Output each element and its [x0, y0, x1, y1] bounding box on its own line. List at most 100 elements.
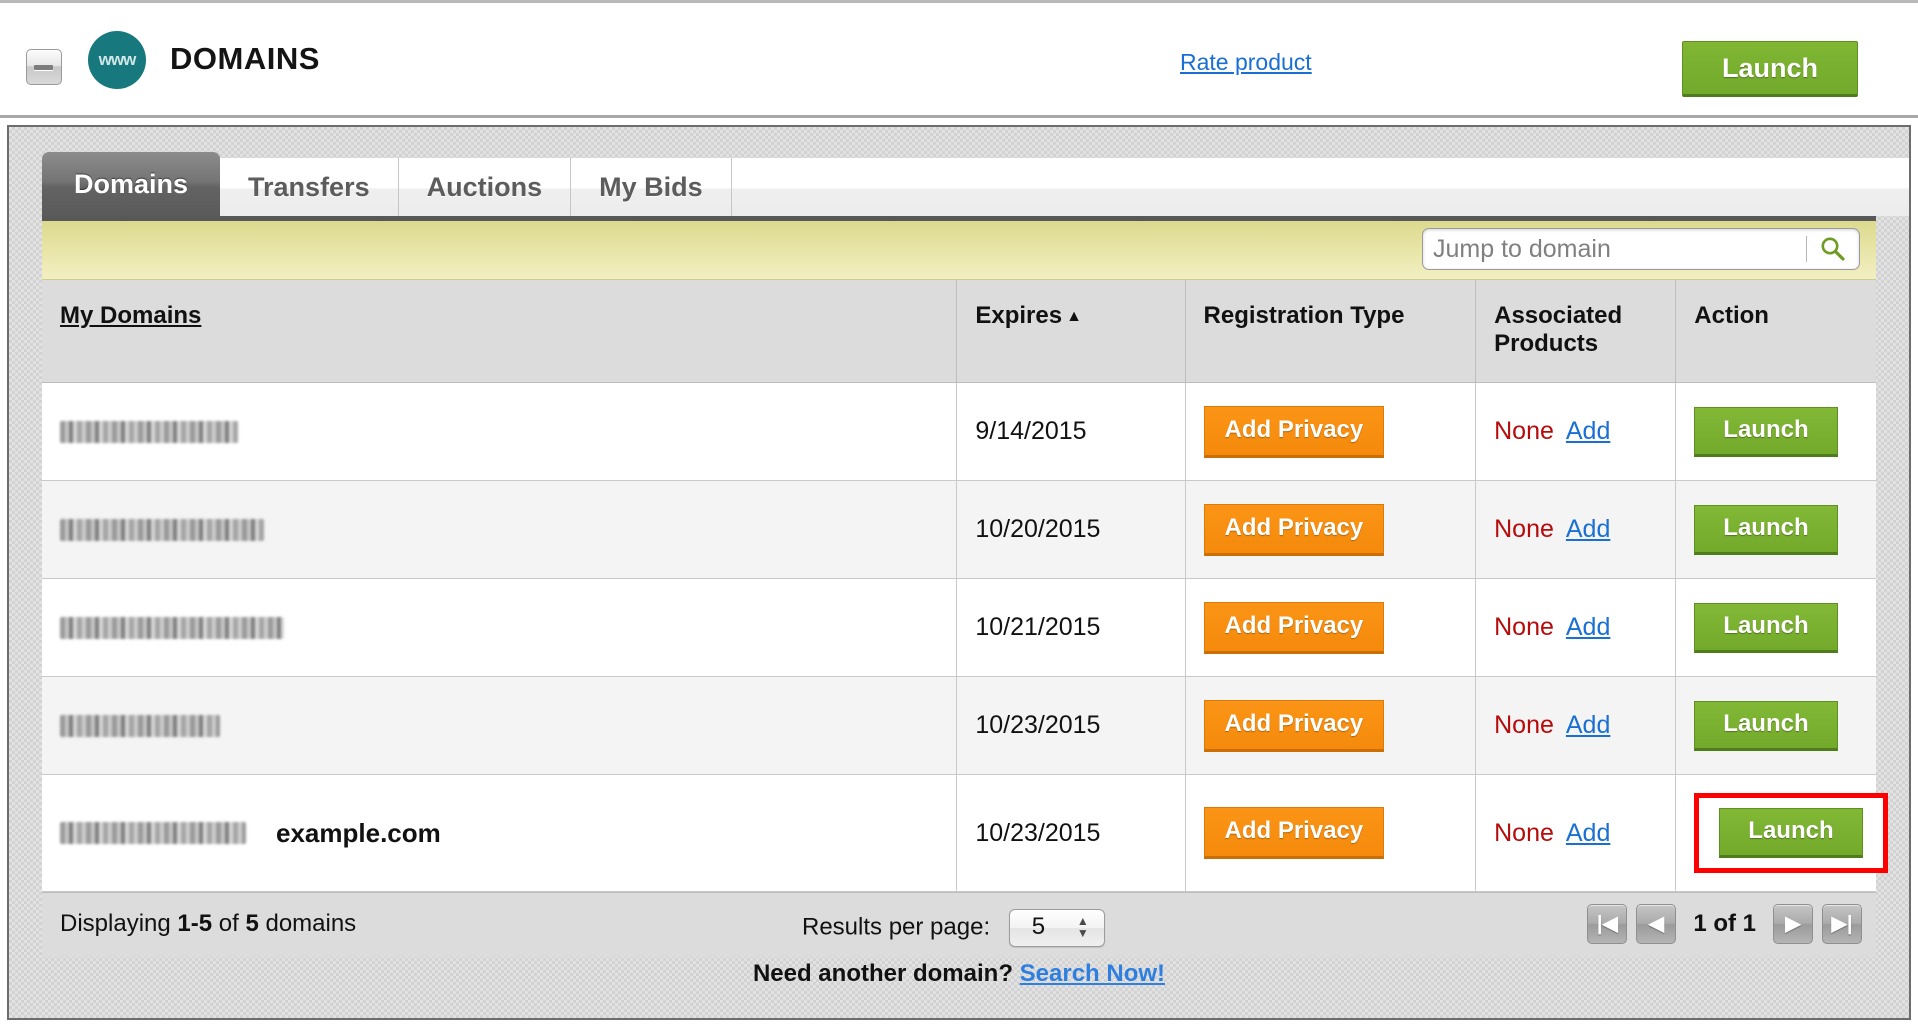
cell-registration-type: Add Privacy [1185, 480, 1477, 579]
sort-by-domain-link[interactable]: My Domains [60, 302, 202, 329]
cell-expires: 10/20/2015 [956, 480, 1186, 579]
tab-domains[interactable]: Domains [42, 152, 221, 216]
column-header-action: Action [1675, 280, 1876, 383]
displaying-range: 1-5 [177, 910, 213, 937]
www-logo-icon: www [88, 31, 146, 89]
displaying-count: Displaying 1-5 of 5 domains [60, 910, 356, 938]
column-header-domain[interactable]: My Domains [42, 280, 958, 383]
table-row: 9/14/2015 Add Privacy None Add Launch [42, 382, 1876, 481]
page-title: DOMAINS [170, 41, 320, 76]
displaying-total: 5 [245, 910, 259, 937]
launch-button[interactable]: Launch [1694, 406, 1838, 457]
domains-table: My Domains Expires ▲ Registration Type As… [42, 280, 1888, 892]
results-per-page-value: 5 [1031, 913, 1046, 940]
search-now-link[interactable]: Search Now! [1019, 960, 1166, 987]
cell-domain [42, 382, 958, 481]
table-row: 10/20/2015 Add Privacy None Add Launch [42, 480, 1876, 579]
column-header-expires-label: Expires [975, 302, 1063, 329]
search-bar [42, 221, 1876, 280]
cell-domain [42, 480, 958, 579]
first-page-button[interactable]: |◀ [1587, 904, 1628, 944]
redacted-domain-name [60, 617, 284, 640]
table-row: 10/21/2015 Add Privacy None Add Launch [42, 578, 1876, 677]
redacted-domain-name [60, 519, 264, 542]
tab-my-bids[interactable]: My Bids [571, 158, 732, 216]
jump-to-domain-field[interactable] [1422, 228, 1860, 270]
launch-button[interactable]: Launch [1694, 602, 1838, 653]
launch-button[interactable]: Launch [1719, 808, 1863, 858]
highlight-annotation: Launch [1694, 793, 1888, 873]
table-row: 10/23/2015 Add Privacy None Add Launch [42, 676, 1876, 775]
table-footer: Displaying 1-5 of 5 domains Results per … [42, 892, 1876, 957]
column-header-registration-type[interactable]: Registration Type [1185, 280, 1477, 383]
add-privacy-button[interactable]: Add Privacy [1203, 405, 1385, 458]
cell-expires: 10/23/2015 [956, 676, 1186, 775]
header-launch-button[interactable]: Launch [1682, 41, 1858, 97]
cell-action: Launch [1675, 578, 1876, 677]
cell-expires: 10/21/2015 [956, 578, 1186, 677]
add-associated-product-link[interactable]: Add [1565, 818, 1611, 847]
tab-strip-filler [731, 158, 1909, 216]
cell-registration-type: Add Privacy [1185, 774, 1477, 892]
launch-button[interactable]: Launch [1694, 700, 1838, 751]
tab-auctions[interactable]: Auctions [398, 158, 572, 216]
cell-associated-products: None Add [1475, 578, 1677, 677]
collapse-toggle-button[interactable] [26, 49, 62, 85]
cell-action: Launch [1675, 382, 1876, 481]
rate-product-link[interactable]: Rate product [1180, 49, 1312, 75]
add-associated-product-link[interactable]: Add [1565, 417, 1611, 445]
redacted-domain-name [60, 715, 220, 738]
cell-action: Launch [1675, 774, 1888, 892]
cell-associated-products: None Add [1475, 382, 1677, 481]
cell-expires: 10/23/2015 [956, 774, 1186, 892]
results-per-page-select[interactable]: 5 ▲ ▼ [1008, 909, 1105, 947]
displaying-suffix: domains [265, 910, 357, 937]
last-page-button[interactable]: ▶| [1822, 904, 1862, 944]
displaying-prefix: Displaying [60, 910, 171, 937]
cell-associated-products: None Add [1475, 676, 1677, 775]
column-header-associated-products[interactable]: Associated Products [1475, 280, 1677, 383]
search-input[interactable] [1423, 230, 1806, 268]
tab-bar: Domains Transfers Auctions My Bids [42, 152, 1909, 216]
cell-associated-products: None Add [1475, 774, 1677, 892]
table-body: 9/14/2015 Add Privacy None Add Launch [42, 382, 1888, 892]
cell-registration-type: Add Privacy [1185, 382, 1477, 481]
associated-products-value: None [1494, 417, 1554, 445]
previous-page-button[interactable]: ◀ [1636, 904, 1677, 944]
table-row: example.com 10/23/2015 Add Privacy None A… [42, 774, 1888, 892]
search-divider [1806, 236, 1807, 262]
associated-products-value: None [1494, 711, 1554, 739]
add-associated-product-link[interactable]: Add [1565, 711, 1611, 739]
add-associated-product-link[interactable]: Add [1565, 515, 1611, 543]
domains-panel: Domains Transfers Auctions My Bids [7, 125, 1911, 1020]
cell-associated-products: None Add [1475, 480, 1677, 579]
add-privacy-button[interactable]: Add Privacy [1203, 699, 1385, 752]
page-indicator: 1 of 1 [1693, 910, 1756, 937]
add-associated-product-link[interactable]: Add [1565, 613, 1611, 641]
add-privacy-button[interactable]: Add Privacy [1203, 807, 1385, 859]
domain-name-label: example.com [276, 817, 441, 848]
column-header-expires[interactable]: Expires ▲ [956, 280, 1186, 383]
cell-domain [42, 676, 958, 775]
cell-action: Launch [1675, 676, 1876, 775]
app-header: www DOMAINS Rate product Launch [0, 0, 1918, 118]
cell-domain [42, 578, 958, 677]
add-privacy-button[interactable]: Add Privacy [1203, 503, 1385, 556]
associated-products-value: None [1494, 818, 1554, 847]
cell-expires: 9/14/2015 [956, 382, 1186, 481]
cell-registration-type: Add Privacy [1185, 578, 1477, 677]
need-another-domain-note: Need another domain? Search Now! [9, 960, 1909, 988]
cell-domain: example.com [42, 774, 958, 892]
cell-action: Launch [1675, 480, 1876, 579]
add-privacy-button[interactable]: Add Privacy [1203, 601, 1385, 654]
tab-transfers[interactable]: Transfers [220, 158, 399, 216]
next-page-button[interactable]: ▶ [1773, 904, 1813, 944]
redacted-domain-name [60, 822, 246, 844]
results-per-page: Results per page: 5 ▲ ▼ [802, 909, 1105, 947]
associated-products-value: None [1494, 613, 1554, 641]
pagination: |◀ ◀ 1 of 1 ▶ ▶| [1587, 904, 1862, 944]
launch-button[interactable]: Launch [1694, 504, 1838, 555]
results-per-page-label: Results per page: [802, 913, 991, 941]
search-button[interactable] [1807, 229, 1859, 269]
associated-products-value: None [1494, 515, 1554, 543]
